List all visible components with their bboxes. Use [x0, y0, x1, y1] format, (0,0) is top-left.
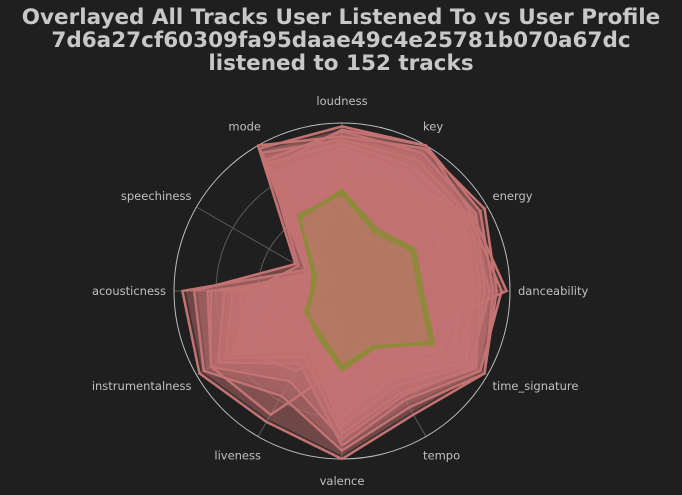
- profile-polygons: [296, 188, 436, 372]
- track-fill: [197, 139, 494, 448]
- title-line: 7d6a27cf60309fa95daae49c4e25781b070a67dc: [51, 28, 631, 53]
- axis-label-valence: valence: [320, 474, 365, 488]
- track-fill: [227, 132, 477, 431]
- track-polygon: [273, 168, 458, 377]
- axis-label-liveness: liveness: [214, 449, 261, 463]
- title-line: Overlayed All Tracks User Listened To vs…: [21, 5, 661, 30]
- track-polygon: [253, 146, 475, 419]
- axis-label-mode: mode: [228, 120, 261, 134]
- track-polygon: [238, 172, 508, 373]
- track-polygon: [311, 197, 428, 344]
- track-fill: [220, 142, 499, 443]
- axis-label-speechiness: speechiness: [121, 189, 192, 203]
- axis-label-energy: energy: [493, 189, 533, 203]
- chart-title: Overlayed All Tracks User Listened To vs…: [0, 6, 682, 75]
- axis-label-time-signature: time_signature: [493, 379, 579, 393]
- axis-label-tempo: tempo: [423, 449, 460, 463]
- grid-spoke: [196, 206, 343, 292]
- axis-label-danceability: danceability: [518, 284, 588, 298]
- track-polygon: [206, 205, 461, 416]
- grid-spoke: [196, 290, 343, 376]
- track-fill: [213, 134, 482, 436]
- profile-polygon: [298, 188, 436, 369]
- axis-labels: danceability energy key loudness mode speechi…: [92, 94, 589, 488]
- title-line: listened to 152 tracks: [208, 51, 474, 76]
- track-polygons: [181, 125, 508, 461]
- axis-label-key: key: [423, 120, 443, 134]
- track-fill: [185, 129, 491, 456]
- profile-polygon: [296, 192, 433, 372]
- axis-label-acousticness: acousticness: [92, 284, 166, 298]
- axis-label-loudness: loudness: [316, 94, 367, 108]
- axis-label-instrumentalness: instrumentalness: [92, 379, 192, 393]
